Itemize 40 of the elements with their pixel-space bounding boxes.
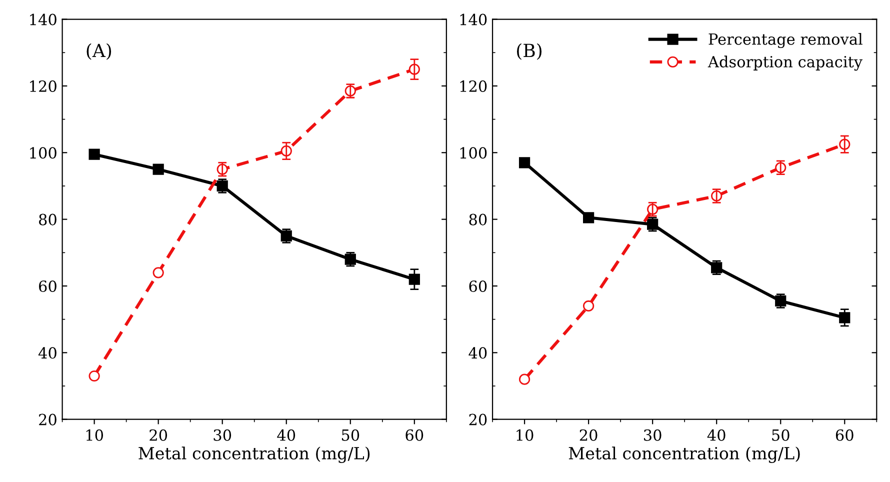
legend-label: Adsorption capacity [708, 56, 863, 71]
x-tick-label: 20 [580, 429, 598, 441]
x-tick-label: 50 [772, 429, 790, 441]
x-tick-label: 60 [406, 429, 424, 441]
text: (B) [517, 43, 542, 60]
point [518, 374, 530, 385]
y-tick-label: 40 [38, 347, 56, 359]
x-tick-label: 10 [86, 429, 104, 441]
y-tick-label: 80 [469, 214, 487, 226]
text: (A) [86, 43, 112, 60]
y-tick-label: 40 [468, 347, 487, 359]
y-tick-label: 60 [469, 280, 487, 292]
point [152, 267, 164, 278]
y-tick-label: 60 [39, 280, 56, 292]
y-tick-label: 140 [30, 14, 56, 26]
x-tick-label: 10 [516, 429, 534, 441]
x-tick-label: 50 [342, 429, 360, 441]
y-tick-label: 20 [39, 414, 56, 426]
point [583, 300, 594, 312]
x-axis-title: Metal concentration (mg/L) [568, 446, 800, 463]
y-tick-label: 140 [460, 14, 487, 26]
y-tick-label: 20 [469, 414, 487, 426]
point [152, 164, 164, 175]
point [88, 370, 100, 382]
y-tick-label: 120 [460, 80, 487, 92]
x-tick-label: 20 [150, 429, 168, 441]
y-tick-label: 100 [460, 147, 487, 159]
point [518, 157, 530, 168]
legend-label: Percentage removal [708, 33, 862, 48]
y-tick-label: 120 [30, 80, 56, 92]
x-tick-label: 40 [277, 429, 296, 441]
x-tick-label: 30 [214, 429, 232, 441]
x-tick-label: 30 [644, 429, 662, 441]
y-tick-label: 80 [39, 214, 56, 226]
x-axis-title: Metal concentration (mg/L) [138, 446, 370, 463]
x-tick-label: 40 [707, 429, 726, 441]
y-tick-label: 100 [30, 147, 56, 159]
point [88, 148, 100, 160]
x-tick-label: 60 [836, 429, 854, 441]
point [583, 212, 594, 224]
